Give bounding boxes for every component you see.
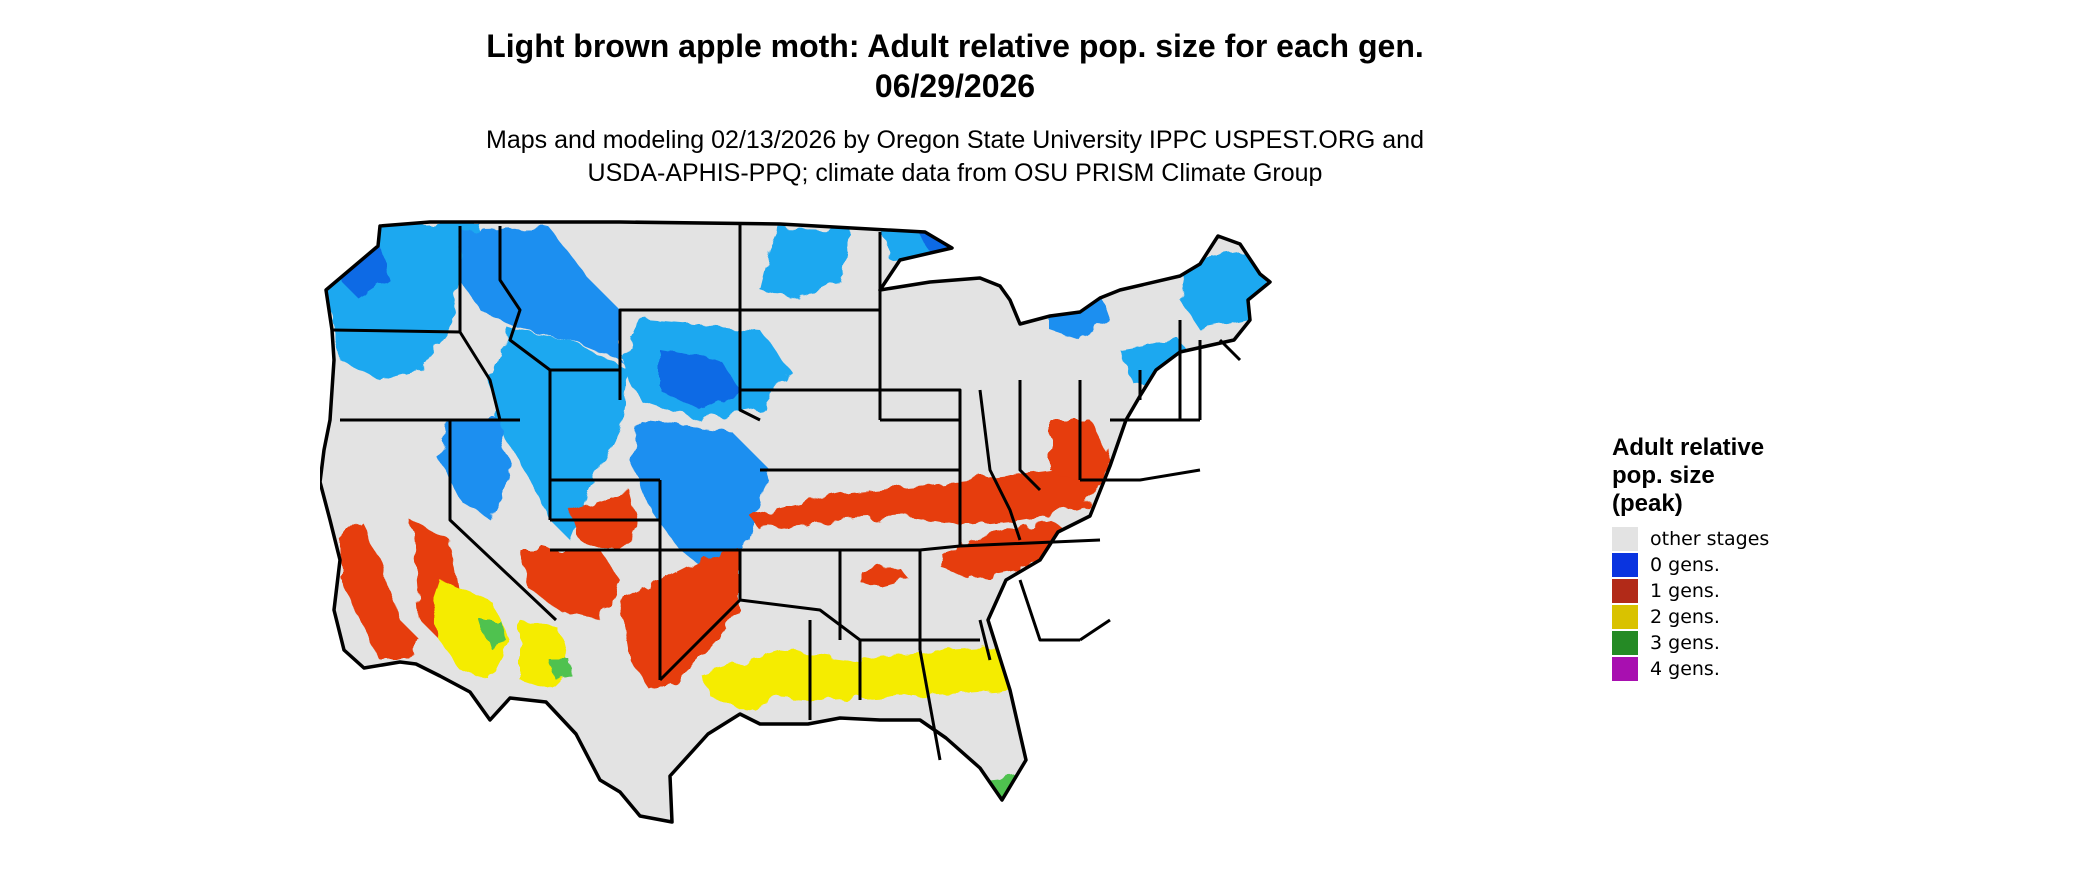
legend-item-1-gens: 1 gens.: [1612, 578, 1769, 604]
legend-item-2-gens: 2 gens.: [1612, 604, 1769, 630]
legend-title-line-1: Adult relative: [1612, 434, 1765, 461]
legend-item-4-gens: 4 gens.: [1612, 656, 1769, 682]
legend-item-3-gens: 3 gens.: [1612, 630, 1769, 656]
legend-swatch: [1612, 657, 1638, 681]
legend-swatch: [1612, 605, 1638, 629]
legend: Adult relative pop. size (peak) other st…: [1612, 434, 1769, 682]
subtitle-line-2: USDA-APHIS-PPQ; climate data from OSU PR…: [587, 159, 1323, 187]
legend-swatch: [1612, 579, 1638, 603]
title-line-2: 06/29/2026: [874, 68, 1036, 104]
one-gens-region: [340, 420, 1110, 690]
legend-title-line-3: (peak): [1612, 490, 1683, 517]
legend-title-line-2: pop. size: [1612, 462, 1715, 489]
legend-label: other stages: [1650, 528, 1770, 550]
legend-label: 0 gens.: [1650, 554, 1720, 576]
legend-swatch: [1612, 631, 1638, 655]
legend-item-other-stages: other stages: [1612, 526, 1769, 552]
legend-swatch: [1612, 527, 1638, 551]
map-subtitle: Maps and modeling 02/13/2026 by Oregon S…: [0, 124, 1910, 190]
map-title: Light brown apple moth: Adult relative p…: [0, 26, 1910, 106]
legend-label: 4 gens.: [1650, 658, 1720, 680]
legend-title: Adult relative pop. size (peak): [1612, 434, 1769, 518]
legend-label: 1 gens.: [1650, 580, 1720, 602]
legend-swatch: [1612, 553, 1638, 577]
title-line-1: Light brown apple moth: Adult relative p…: [486, 28, 1424, 64]
us-outline: [320, 220, 1272, 824]
us-map: [320, 220, 1272, 824]
legend-label: 2 gens.: [1650, 606, 1720, 628]
state-borders: [331, 224, 1242, 761]
legend-label: 3 gens.: [1650, 632, 1720, 654]
legend-item-0-gens: 0 gens.: [1612, 552, 1769, 578]
subtitle-line-1: Maps and modeling 02/13/2026 by Oregon S…: [486, 126, 1424, 154]
